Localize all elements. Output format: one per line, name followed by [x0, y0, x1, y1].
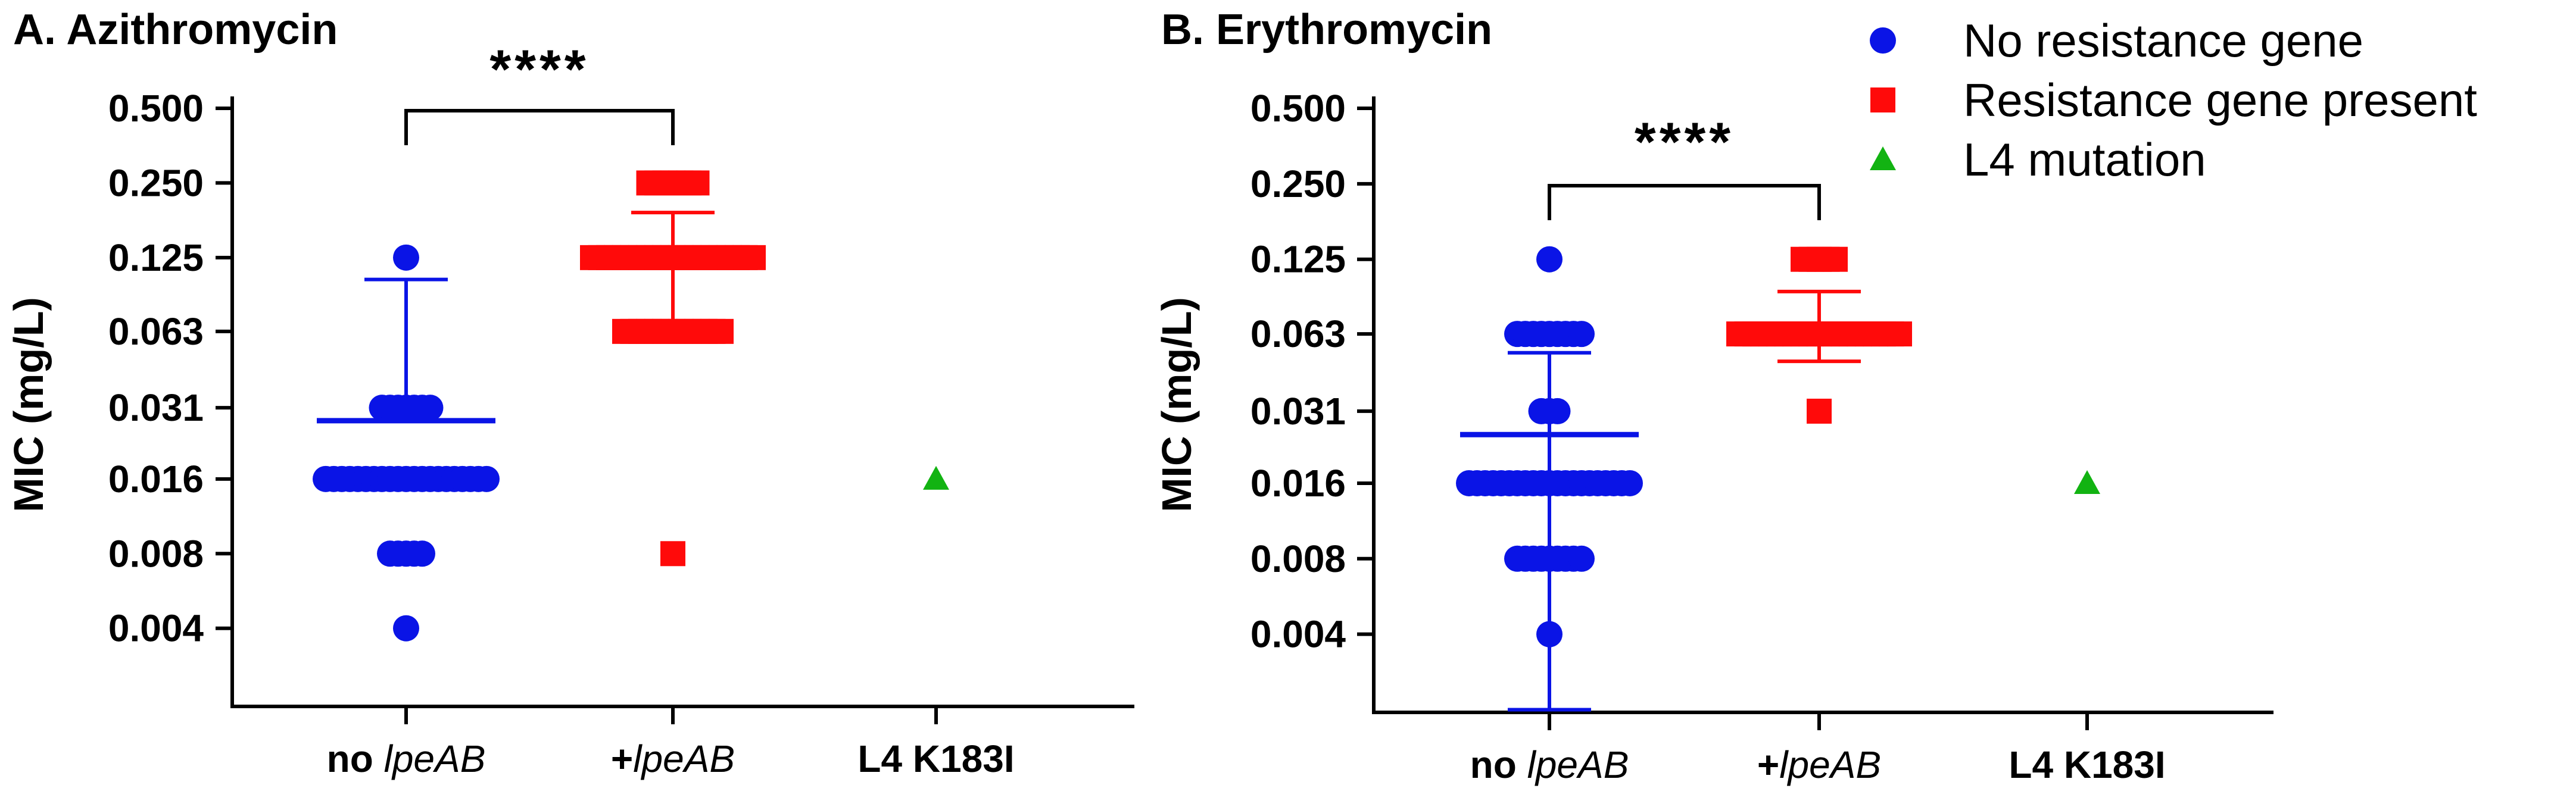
- y-tick-label: 0.063: [1250, 312, 1346, 355]
- data-point: [417, 395, 444, 421]
- legend-marker-circle: [1870, 27, 1896, 54]
- legend-label: No resistance gene: [1963, 14, 2363, 67]
- x-tick-label: +lpeAB: [1757, 743, 1881, 786]
- y-tick-label: 0.500: [108, 87, 204, 130]
- data-point: [393, 615, 419, 642]
- y-tick-label: 0.063: [108, 310, 204, 353]
- data-point: [1823, 246, 1848, 272]
- panel-title: B. Erythromycin: [1161, 6, 1492, 54]
- data-point: [409, 540, 435, 567]
- x-tick-label: L4 K183I: [857, 737, 1014, 780]
- data-point: [393, 244, 419, 271]
- y-tick-label: 0.500: [1250, 87, 1346, 130]
- significance-bracket: [1548, 184, 1821, 220]
- y-tick-label: 0.031: [108, 386, 204, 429]
- x-tick-label: no lpeAB: [1470, 743, 1629, 786]
- x-tick-label: no lpeAB: [327, 737, 486, 780]
- data-point: [923, 465, 949, 490]
- data-point: [1568, 321, 1595, 348]
- panel-title: A. Azithromycin: [13, 6, 338, 54]
- data-point: [1568, 545, 1595, 572]
- data-point: [2074, 470, 2100, 494]
- panel-erythromycin: B. Erythromycin MIC (mg/L) 0.004 0.008 0.016…: [1153, 6, 2274, 786]
- significance-bracket: [404, 109, 675, 145]
- y-tick-label: 0.031: [1250, 390, 1346, 433]
- legend-marker-square: [1870, 87, 1895, 112]
- y-tick-label: 0.008: [108, 532, 204, 575]
- x-tick-label: +lpeAB: [611, 737, 735, 780]
- data-point: [1536, 246, 1563, 273]
- data-point: [684, 170, 710, 196]
- y-tick-label: 0.250: [1250, 162, 1346, 205]
- data-point: [660, 541, 685, 567]
- y-axis-title: MIC (mg/L): [5, 297, 52, 512]
- significance-label: ****: [489, 39, 589, 100]
- y-tick-label: 0.016: [1250, 462, 1346, 505]
- y-tick-label: 0.250: [108, 161, 204, 204]
- data-point: [1617, 470, 1643, 496]
- y-tick-label: 0.004: [1250, 613, 1346, 656]
- y-tick-label: 0.016: [108, 458, 204, 501]
- y-tick-label: 0.008: [1250, 537, 1346, 580]
- x-tick-label: L4 K183I: [2009, 743, 2165, 786]
- y-axis-title: MIC (mg/L): [1153, 297, 1200, 512]
- data-point: [1807, 398, 1832, 424]
- y-tick-label: 0.004: [108, 607, 204, 650]
- legend: No resistance gene Resistance gene presen…: [1870, 14, 2477, 186]
- legend-marker-triangle: [1870, 146, 1896, 170]
- y-tick-label: 0.125: [1250, 238, 1346, 281]
- significance-label: ****: [1635, 112, 1734, 173]
- legend-label: L4 mutation: [1963, 133, 2206, 186]
- data-point: [473, 465, 500, 492]
- y-tick-label: 0.125: [108, 236, 204, 279]
- panel-azithromycin: A. Azithromycin MIC (mg/L) 0.004 0.008 0.016…: [5, 6, 1134, 780]
- legend-label: Resistance gene present: [1963, 74, 2477, 126]
